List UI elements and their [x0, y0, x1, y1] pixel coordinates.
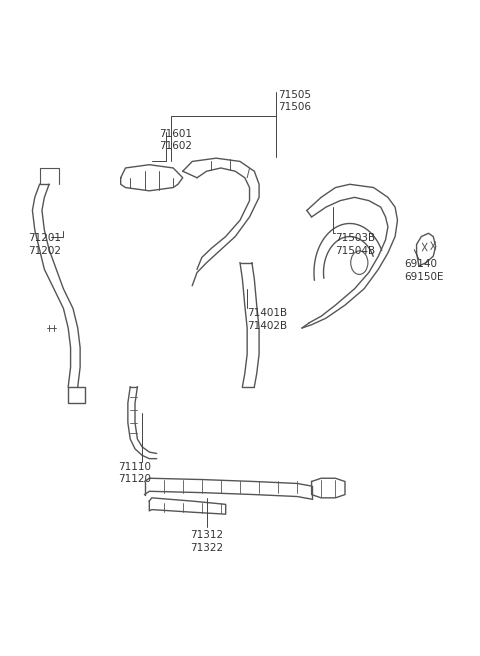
- Text: 71503B
71504B: 71503B 71504B: [336, 234, 375, 256]
- Text: 69140
69150E: 69140 69150E: [405, 259, 444, 282]
- Text: 71110
71120: 71110 71120: [118, 462, 151, 484]
- Text: 71505
71506: 71505 71506: [278, 90, 311, 112]
- Text: 71601
71602: 71601 71602: [159, 129, 192, 151]
- Text: 71401B
71402B: 71401B 71402B: [247, 308, 288, 331]
- Text: 71201
71202: 71201 71202: [28, 234, 60, 256]
- Text: 71312
71322: 71312 71322: [190, 531, 223, 553]
